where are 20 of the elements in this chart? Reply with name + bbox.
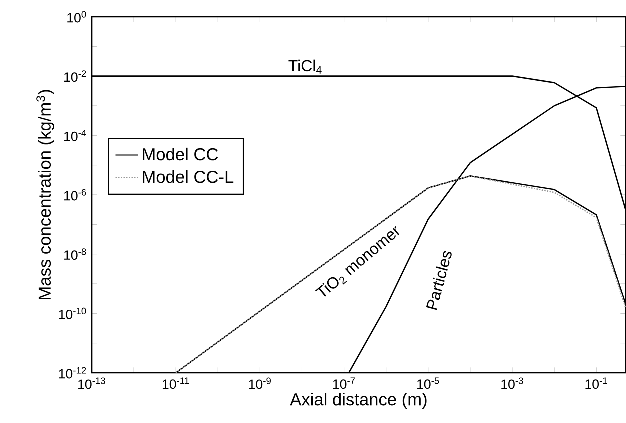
annotation: TiCl$_{4}$ [288,60,322,74]
legend-label: Model CC-L [143,170,234,184]
legend-label: Model CC [143,148,218,161]
y-tick-label: 10$^{-12}$ [59,367,86,379]
x-tick-label: 10$^{-5}$ [418,378,440,390]
x-axis-title: Axial distance (m) [290,393,427,410]
annotation: Particles [426,251,452,310]
x-tick-label: 10$^{-7}$ [333,378,356,390]
y-tick-label: 10$^{-10}$ [59,308,86,320]
x-tick-label: 10$^{-9}$ [249,378,271,390]
x-tick-label: 10$^{-3}$ [502,378,524,390]
x-tick-label: 10$^{-1}$ [586,378,608,390]
y-axis-title: Mass concentration (kg/m$^{3}$) [36,90,54,300]
y-tick-label: 10$^{-6}$ [64,189,86,201]
y-tick-label: 10$^{-4}$ [64,130,86,142]
y-tick-label: 10$^{-2}$ [64,70,86,82]
x-tick-label: 10$^{-13}$ [78,378,106,390]
y-tick-label: 10$^{-8}$ [64,248,86,260]
y-tick-label: 10$^{0}$ [68,11,86,23]
x-tick-label: 10$^{-11}$ [162,378,190,390]
